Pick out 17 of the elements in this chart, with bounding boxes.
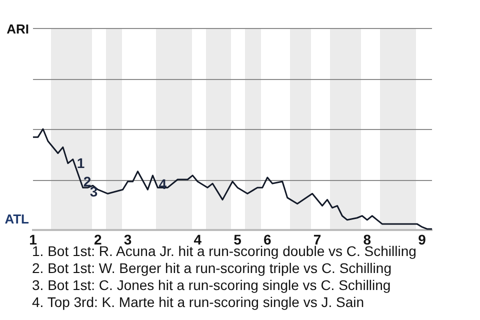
annotation: 2 xyxy=(83,174,92,190)
x-tick-label: 5 xyxy=(234,231,242,248)
text: 3. Bot 1st: C. Jones hit a run-scoring single vs C. Schilling xyxy=(32,277,392,294)
x-tick-label: 9 xyxy=(418,231,426,248)
annotation: 1 xyxy=(76,155,85,172)
text: ATL xyxy=(4,212,30,227)
x-tick-label: 1 xyxy=(29,231,38,248)
x-tick-label: 3 xyxy=(124,231,132,248)
x-tick-label: 8 xyxy=(363,231,372,248)
x-tick-label: 4 xyxy=(194,231,202,248)
x-tick-label: 7 xyxy=(313,231,322,248)
x-tick-label: 2 xyxy=(94,231,102,248)
annotation: 3 xyxy=(90,183,98,200)
text: 4. Top 3rd: K. Marte hit a run-scoring single vs J. Sain xyxy=(32,294,366,311)
x-tick-label: 6 xyxy=(264,231,272,248)
text: ARI xyxy=(6,22,29,37)
text: 2. Bot 1st: W. Berger hit a run-scoring triple vs C. Schilling xyxy=(32,260,392,277)
